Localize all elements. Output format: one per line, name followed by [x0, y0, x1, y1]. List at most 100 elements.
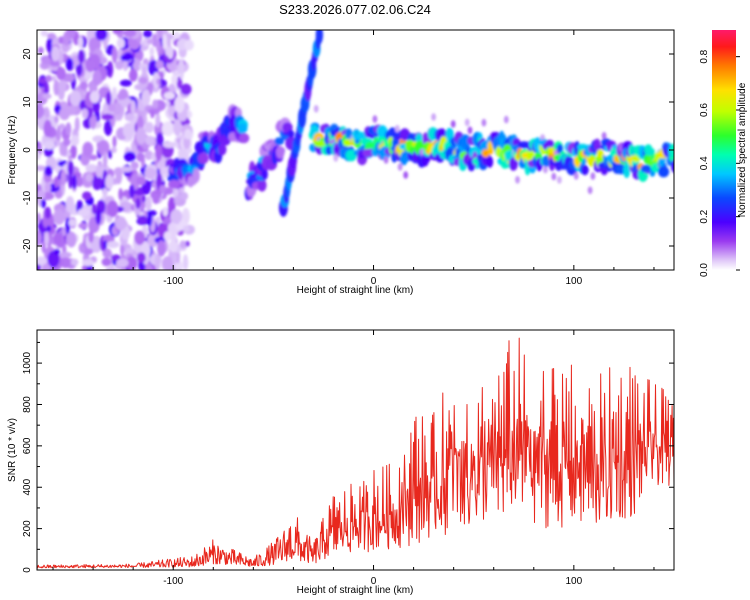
noise-spot: [156, 132, 164, 148]
noise-spot: [115, 168, 123, 185]
noise-spot: [69, 90, 82, 107]
noise-spot: [79, 81, 88, 90]
noise-spot: [106, 200, 119, 218]
noise-spot: [42, 93, 52, 100]
noise-spot: [65, 57, 74, 71]
band-spot: [257, 178, 267, 192]
noise-spot: [53, 79, 60, 96]
noise-spot: [112, 86, 117, 102]
noise-spot: [101, 113, 114, 121]
noise-spot: [145, 262, 153, 270]
noise-spot: [77, 208, 90, 217]
bottom-plot-frame: [36, 329, 675, 571]
noise-spot: [135, 197, 141, 209]
noise-spot: [156, 39, 161, 53]
colorbar-gradient: [712, 30, 736, 270]
noise-spot: [107, 103, 116, 112]
noise-spot: [163, 231, 173, 241]
colorbar-axes: 0.0 0.2 0.4 0.6 0.8: [699, 49, 740, 277]
colorbar-tick-label: 0.4: [699, 156, 710, 170]
band-spot: [587, 155, 596, 167]
noise-spot: [156, 78, 161, 85]
noise-spot: [185, 240, 190, 247]
noise-spot: [138, 77, 148, 84]
top-y-axis-label: Frequency (Hz): [7, 116, 18, 185]
band-spot: [486, 156, 494, 168]
noise-spot: [165, 45, 174, 57]
noise-spot: [59, 251, 72, 258]
noise-spot: [77, 49, 85, 64]
noise-spot: [126, 256, 138, 270]
noise-spot: [137, 215, 148, 226]
noise-spot: [118, 188, 123, 201]
noise-spot: [147, 233, 160, 248]
noise-spot: [122, 122, 135, 139]
noise-spot: [115, 60, 124, 70]
halo-spot: [551, 172, 557, 181]
noise-spot: [51, 75, 57, 82]
noise-spot: [145, 135, 155, 146]
noise-spot: [103, 240, 108, 250]
halo-spot: [503, 115, 509, 124]
noise-spot: [105, 266, 117, 270]
noise-spot: [43, 119, 52, 137]
noise-spot: [53, 248, 61, 255]
halo-spot: [467, 126, 473, 135]
noise-spot: [37, 230, 42, 247]
band-spot: [313, 140, 326, 148]
noise-spot: [81, 265, 87, 270]
noise-spot: [40, 198, 46, 209]
halo-spot: [313, 105, 319, 113]
noise-spot: [116, 37, 125, 49]
noise-spot: [120, 54, 133, 62]
noise-spot: [145, 196, 152, 212]
top-y-tick-label: -20: [22, 238, 33, 253]
bottom-y-axis-label: SNR (10 * v/v): [7, 418, 18, 482]
noise-spot: [174, 96, 185, 113]
snr-plot: [37, 337, 674, 569]
noise-spot: [58, 123, 66, 130]
noise-spot: [54, 176, 60, 188]
noise-spot: [89, 114, 97, 129]
noise-spot: [43, 81, 49, 97]
noise-spot: [37, 256, 48, 266]
noise-spot: [102, 188, 108, 197]
noise-spot: [78, 222, 88, 229]
noise-spot: [123, 30, 137, 37]
band-spot: [508, 157, 518, 171]
noise-spot: [37, 46, 44, 55]
noise-spot: [147, 211, 153, 227]
noise-spot: [162, 141, 176, 148]
colorbar-tick-label: 0.8: [699, 49, 710, 63]
noise-spot: [105, 174, 114, 190]
noise-spot: [166, 36, 171, 48]
noise-spot: [146, 38, 154, 45]
noise-spot: [60, 256, 71, 269]
chart-title: S233.2026.077.02.06.C24: [279, 2, 431, 17]
noise-spot: [155, 60, 164, 70]
noise-spot: [180, 83, 192, 96]
noise-spot: [47, 250, 60, 268]
noise-spot: [134, 83, 147, 91]
noise-spot: [85, 164, 98, 173]
noise-spot: [106, 241, 120, 249]
top-y-tick-label: 0: [22, 147, 33, 153]
noise-spot: [53, 232, 62, 246]
band-spot: [459, 134, 471, 150]
noise-spot: [180, 192, 189, 201]
band-spot: [261, 168, 268, 180]
halo-spot: [394, 124, 400, 133]
noise-spot: [37, 103, 45, 119]
halo-spot: [515, 176, 520, 184]
halo-spot: [397, 163, 403, 171]
bottom-y-tick-label: 400: [22, 478, 33, 495]
top-x-axis-label: Height of straight line (km): [297, 285, 414, 296]
halo-spot: [590, 172, 596, 180]
noise-spot: [129, 184, 135, 199]
noise-spot: [44, 231, 49, 246]
colorbar-label: Normalized spectral amplitude: [737, 82, 748, 217]
noise-spot: [136, 176, 147, 186]
noise-spot: [63, 138, 71, 147]
noise-spot: [92, 69, 102, 86]
noise-spot: [65, 105, 77, 116]
